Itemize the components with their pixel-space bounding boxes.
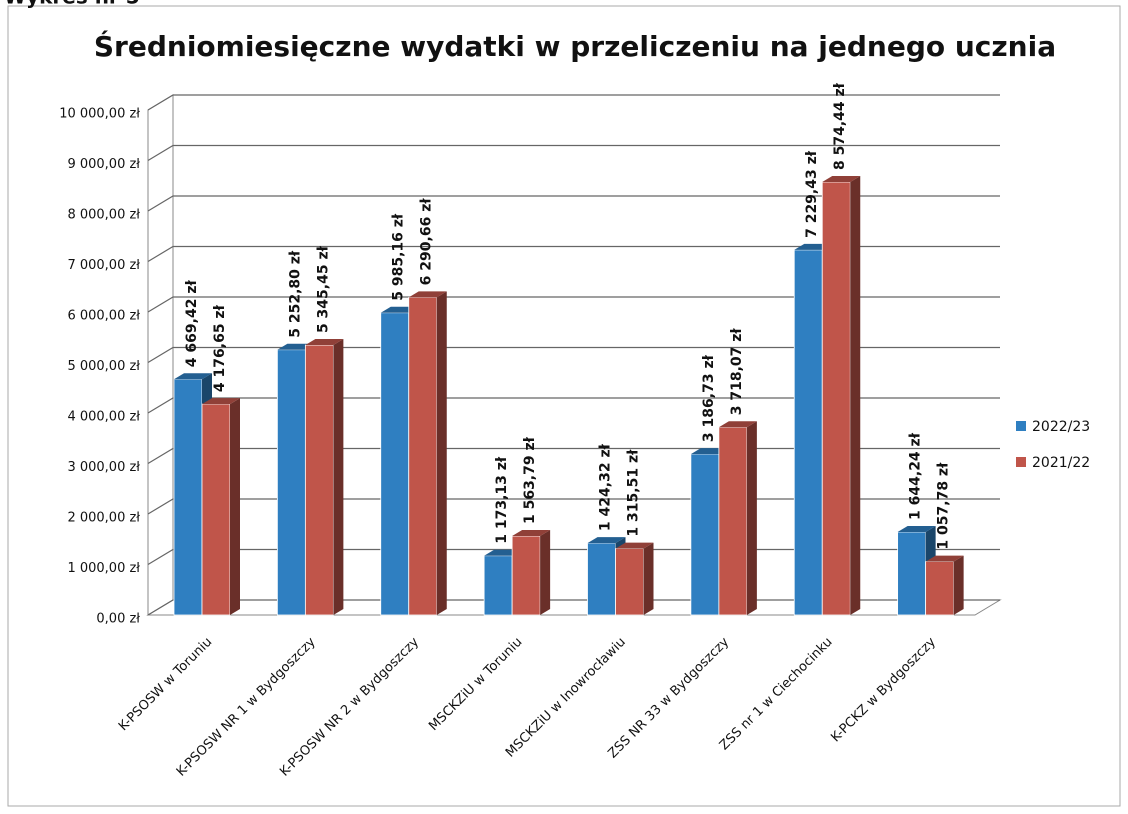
caption: Wykres nr 5 [4,0,140,9]
grid-line [147,599,1000,616]
frame [7,5,1121,807]
bar-top [408,291,447,298]
y-tick-label: 4 000,00 zł [67,410,140,425]
y-tick-label: 2 000,00 zł [67,511,140,526]
bar-front [897,531,927,616]
bar-top [897,525,936,532]
grid-line [147,195,1000,212]
legend-swatch [1016,457,1026,467]
bar-front [615,548,644,616]
bar-front [587,542,616,616]
legend-label: 2021/22 [1032,455,1090,471]
value-label: 1 173,13 zł [494,456,510,544]
bar-side [953,555,964,615]
bar-top [202,398,240,405]
grid-line [147,498,1000,515]
bar-top [305,339,344,346]
value-label: 4 669,42 zł [184,280,200,368]
value-label: 5 985,16 zł [391,213,407,301]
value-label: 4 176,65 zł [212,304,228,392]
legend-swatch [1016,421,1026,431]
y-tick-label: 9 000,00 zł [67,157,140,172]
value-label: 8 574,44 zł [832,82,848,170]
bar-side [333,339,344,615]
y-tick-label: 6 000,00 zł [67,309,140,324]
grid-line [147,447,1000,465]
bar-front [793,249,823,616]
floor [146,599,1002,616]
legend-label: 2022/23 [1032,419,1090,435]
bar-top [925,555,964,562]
y-tick-label: 7 000,00 zł [67,258,140,273]
bar-front [304,344,334,616]
bar-front [821,181,851,616]
value-label: 5 252,80 zł [287,250,303,338]
value-label: 6 290,66 zł [419,198,435,286]
x-tick-label: MSCKZiU w Toruniu [426,635,525,734]
grid-line [147,548,1000,566]
bar-front [511,535,541,616]
bar-side [230,398,240,615]
bar-front [925,561,955,616]
bar-side [436,291,447,615]
value-label: 3 186,73 zł [701,354,717,442]
bar-front [408,296,438,616]
y-tick-label: 3 000,00 zł [67,460,140,475]
bar-front [483,555,513,616]
bar [304,339,344,616]
value-label: 1 057,78 zł [936,462,952,550]
bar-side [643,542,654,615]
x-tick-label: MSCKZiU w Inowrocławiu [503,635,629,761]
bar-top [822,175,861,182]
bar [718,421,757,616]
y-tick-label: 8 000,00 zł [67,208,140,223]
grid-line [147,346,1000,364]
bar-top [587,537,626,544]
bar-front [201,403,231,616]
x-tick-label: K-PSOSW w Toruniu [116,635,215,734]
value-label: 3 718,07 zł [729,328,745,416]
grid-line [147,94,1000,111]
bar [201,398,240,616]
value-label: 1 315,51 zł [626,449,642,537]
bar-top [718,421,757,428]
bar [408,291,447,616]
bar-front [690,453,720,616]
bar [615,542,654,616]
grid-line [147,245,1000,263]
bar-side [540,530,551,615]
y-tick-label: 1 000,00 zł [67,561,140,576]
bar-front [276,349,306,616]
bar-side [746,421,757,615]
bar-side [850,175,861,615]
value-label: 1 563,79 zł [522,436,538,524]
y-tick-label: 10 000,00 zł [59,107,140,122]
value-label: 7 229,43 zł [804,150,820,238]
x-tick-label: ZSS NR 33 w Bydgoszczy [605,634,732,761]
chart-title: Średniomiesięczne wydatki w przeliczeniu… [94,29,1056,63]
x-tick-label: ZSS nr 1 w Ciechocinku [717,635,836,754]
value-label: 1 644,24 zł [908,432,924,520]
bar-top [174,373,212,380]
grid-line [147,397,1000,414]
x-tick-label: K-PCKZ w Bydgoszczy [828,634,939,745]
grid-line [147,144,1000,162]
bar [821,175,861,616]
y-tick-label: 0,00 zł [96,612,140,627]
bar-front [173,378,203,616]
value-label: 1 424,32 zł [598,443,614,531]
bar [925,555,964,616]
value-label: 5 345,45 zł [315,245,331,333]
bar-top [615,542,654,549]
bar [511,530,551,616]
grid-line [147,296,1000,313]
bar-front [718,426,748,616]
bar-front [380,312,410,616]
bar-top [512,530,551,537]
y-tick-label: 5 000,00 zł [67,359,140,374]
